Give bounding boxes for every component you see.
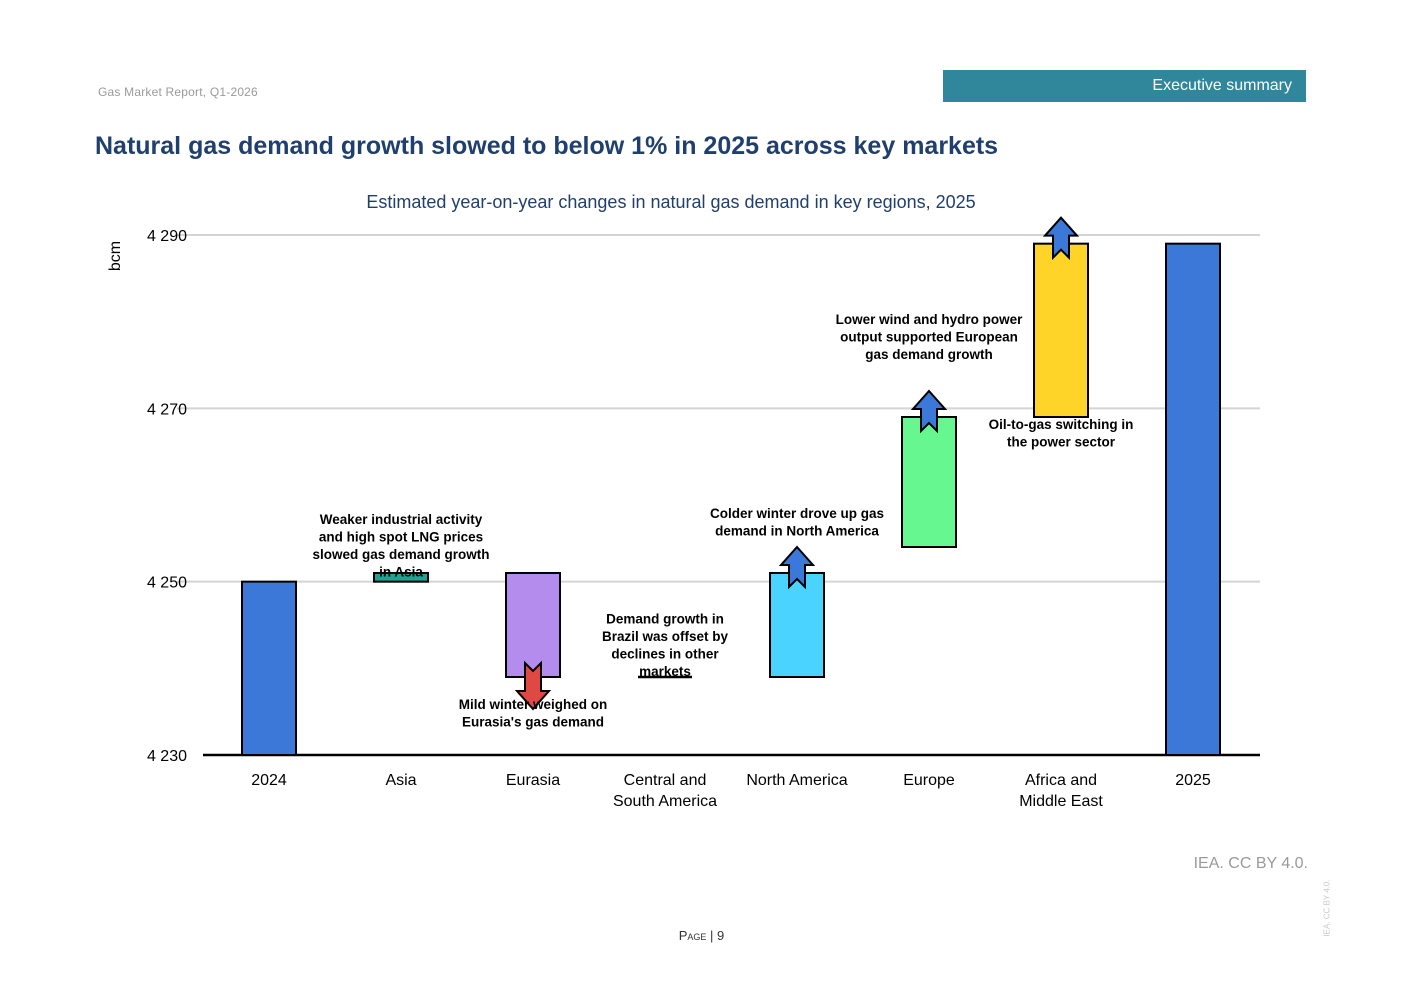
y-axis-label: bcm [107, 241, 124, 271]
annotation-line: slowed gas demand growth [312, 547, 489, 562]
x-tick-label: Asia [385, 772, 416, 789]
bar-europe [901, 416, 957, 548]
annotation-line: Brazil was offset by [602, 629, 729, 644]
x-tick-label: 2024 [251, 772, 287, 789]
annotation-line: and high spot LNG prices [319, 529, 483, 544]
x-tick-label: Africa and Middle East [1019, 772, 1103, 810]
annotation-line: Mild winter weighed on [459, 697, 608, 712]
bar-2025 [1165, 242, 1221, 757]
annotation-line: demand in North America [715, 524, 879, 539]
x-tick-label-line: Central and [624, 772, 707, 789]
y-tick-label: 4 270 [147, 401, 187, 418]
x-tick-label: Europe [903, 772, 955, 789]
annotation-line: Eurasia's gas demand [462, 714, 604, 729]
x-tick-label-line: Africa and [1025, 772, 1097, 789]
x-tick-label: Central and South America [613, 772, 717, 810]
annotation-line: Colder winter drove up gas [710, 506, 884, 521]
annotation-central-and-south-america: Demand growth in Brazil was offset by decl… [602, 612, 729, 680]
bar-africa-and-middle-east [1033, 242, 1089, 418]
waterfall-chart: Estimated year-on-year changes in natura… [107, 192, 1260, 810]
x-tick-label: North America [746, 772, 847, 789]
page-number: 9 [717, 928, 725, 943]
x-tick-label-line: Europe [903, 772, 955, 789]
annotation-line: the power sector [1007, 434, 1116, 449]
annotation-europe: Lower wind and hydro power output support… [836, 312, 1024, 362]
x-tick-label-line: 2025 [1175, 772, 1211, 789]
annotation-line: Lower wind and hydro power [836, 312, 1024, 327]
page-separator: | [706, 928, 718, 943]
y-tick-label: 4 250 [147, 575, 187, 592]
annotation-asia: Weaker industrial activity and high spot … [312, 512, 489, 580]
arrow-up-europe [910, 389, 948, 434]
chart-title: Estimated year-on-year changes in natura… [366, 192, 975, 212]
x-tick-label-line: North America [746, 772, 847, 789]
y-tick-label: 4 230 [147, 748, 187, 765]
bar-north-america [769, 572, 825, 678]
page-headline: Natural gas demand growth slowed to belo… [95, 132, 999, 160]
bar-asia [373, 572, 429, 583]
x-tick-label-line: South America [613, 793, 717, 810]
x-tick-label: Eurasia [506, 772, 560, 789]
annotation-line: gas demand growth [865, 347, 993, 362]
bar-eurasia [505, 572, 561, 678]
annotation-north-america: Colder winter drove up gas demand in Nort… [710, 506, 884, 539]
arrow-up-north-america [778, 545, 816, 590]
page-number-label: Page | 9 [0, 928, 1403, 943]
x-tick-label-line: Eurasia [506, 772, 560, 789]
side-credit: IEA. CC BY 4.0. [1322, 879, 1332, 937]
bar-2024 [241, 580, 297, 757]
page-word: Page [678, 928, 707, 943]
report-name: Gas Market Report, Q1-2026 [98, 85, 258, 99]
annotation-africa-and-middle-east: Oil-to-gas switching in the power sector [989, 417, 1134, 450]
annotation-line: markets [639, 664, 691, 679]
annotation-line: Weaker industrial activity [320, 512, 483, 527]
arrow-up-africa-and-middle-east [1042, 216, 1080, 261]
x-tick-label-line: Middle East [1019, 793, 1103, 810]
x-tick-label-line: Asia [385, 772, 416, 789]
annotation-line: Demand growth in [606, 612, 724, 627]
y-tick-label: 4 290 [147, 228, 187, 245]
annotation-line: Oil-to-gas switching in [989, 417, 1134, 432]
copyright-credit: IEA. CC BY 4.0. [1193, 855, 1308, 872]
annotation-line: in Asia [379, 564, 423, 579]
arrow-down-eurasia [514, 660, 552, 711]
annotation-eurasia: Mild winter weighed on Eurasia's gas dema… [459, 697, 608, 730]
x-tick-label: 2025 [1175, 772, 1211, 789]
section-tab[interactable]: Executive summary [943, 70, 1306, 102]
annotation-line: declines in other [611, 647, 719, 662]
annotation-line: output supported European [840, 329, 1018, 344]
x-tick-label-line: 2024 [251, 772, 287, 789]
